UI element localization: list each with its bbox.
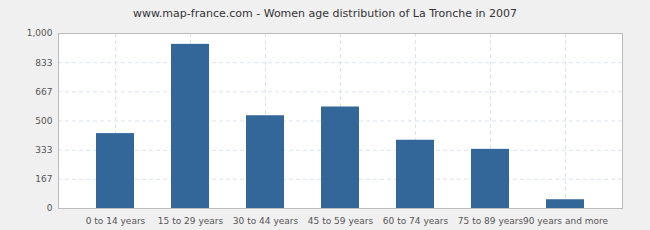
- svg-text:0: 0: [47, 203, 53, 213]
- svg-text:0 to 14 years: 0 to 14 years: [86, 216, 146, 226]
- html-text:www.map-france.com - Women age: www.map-france.com - Women age distribut…: [132, 7, 518, 20]
- svg-text:1,000: 1,000: [27, 28, 53, 38]
- svg-text:15 to 29 years: 15 to 29 years: [158, 216, 224, 226]
- svg-text:75 to 89 years: 75 to 89 years: [458, 216, 524, 226]
- svg-text:30 to 44 years: 30 to 44 years: [233, 216, 299, 226]
- svg-text:167: 167: [35, 174, 52, 184]
- svg-text:667: 667: [35, 87, 52, 97]
- svg-text:333: 333: [35, 145, 52, 155]
- svg-text:45 to 59 years: 45 to 59 years: [308, 216, 374, 226]
- svg-text:60 to 74 years: 60 to 74 years: [383, 216, 449, 226]
- svg-text:833: 833: [35, 58, 52, 68]
- svg-text:90 years and more: 90 years and more: [523, 216, 609, 226]
- svg-text:500: 500: [35, 116, 52, 126]
